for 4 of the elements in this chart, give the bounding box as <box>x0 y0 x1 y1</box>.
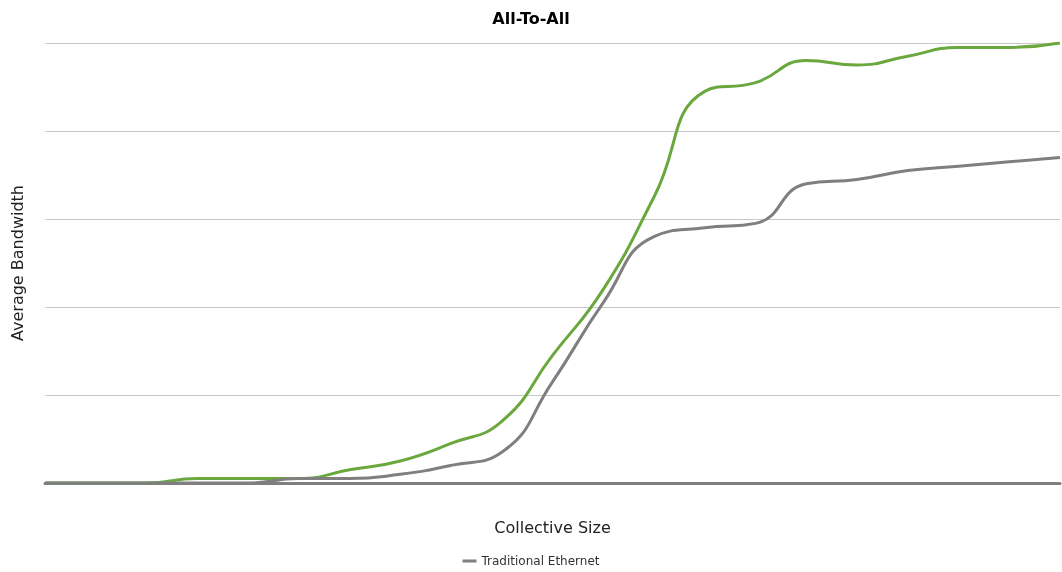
chart-title: All-To-All <box>492 8 570 28</box>
y-axis-title: Average Bandwidth <box>7 185 27 341</box>
legend-label: Traditional Ethernet <box>480 554 600 568</box>
x-axis-title: Collective Size <box>494 517 611 537</box>
